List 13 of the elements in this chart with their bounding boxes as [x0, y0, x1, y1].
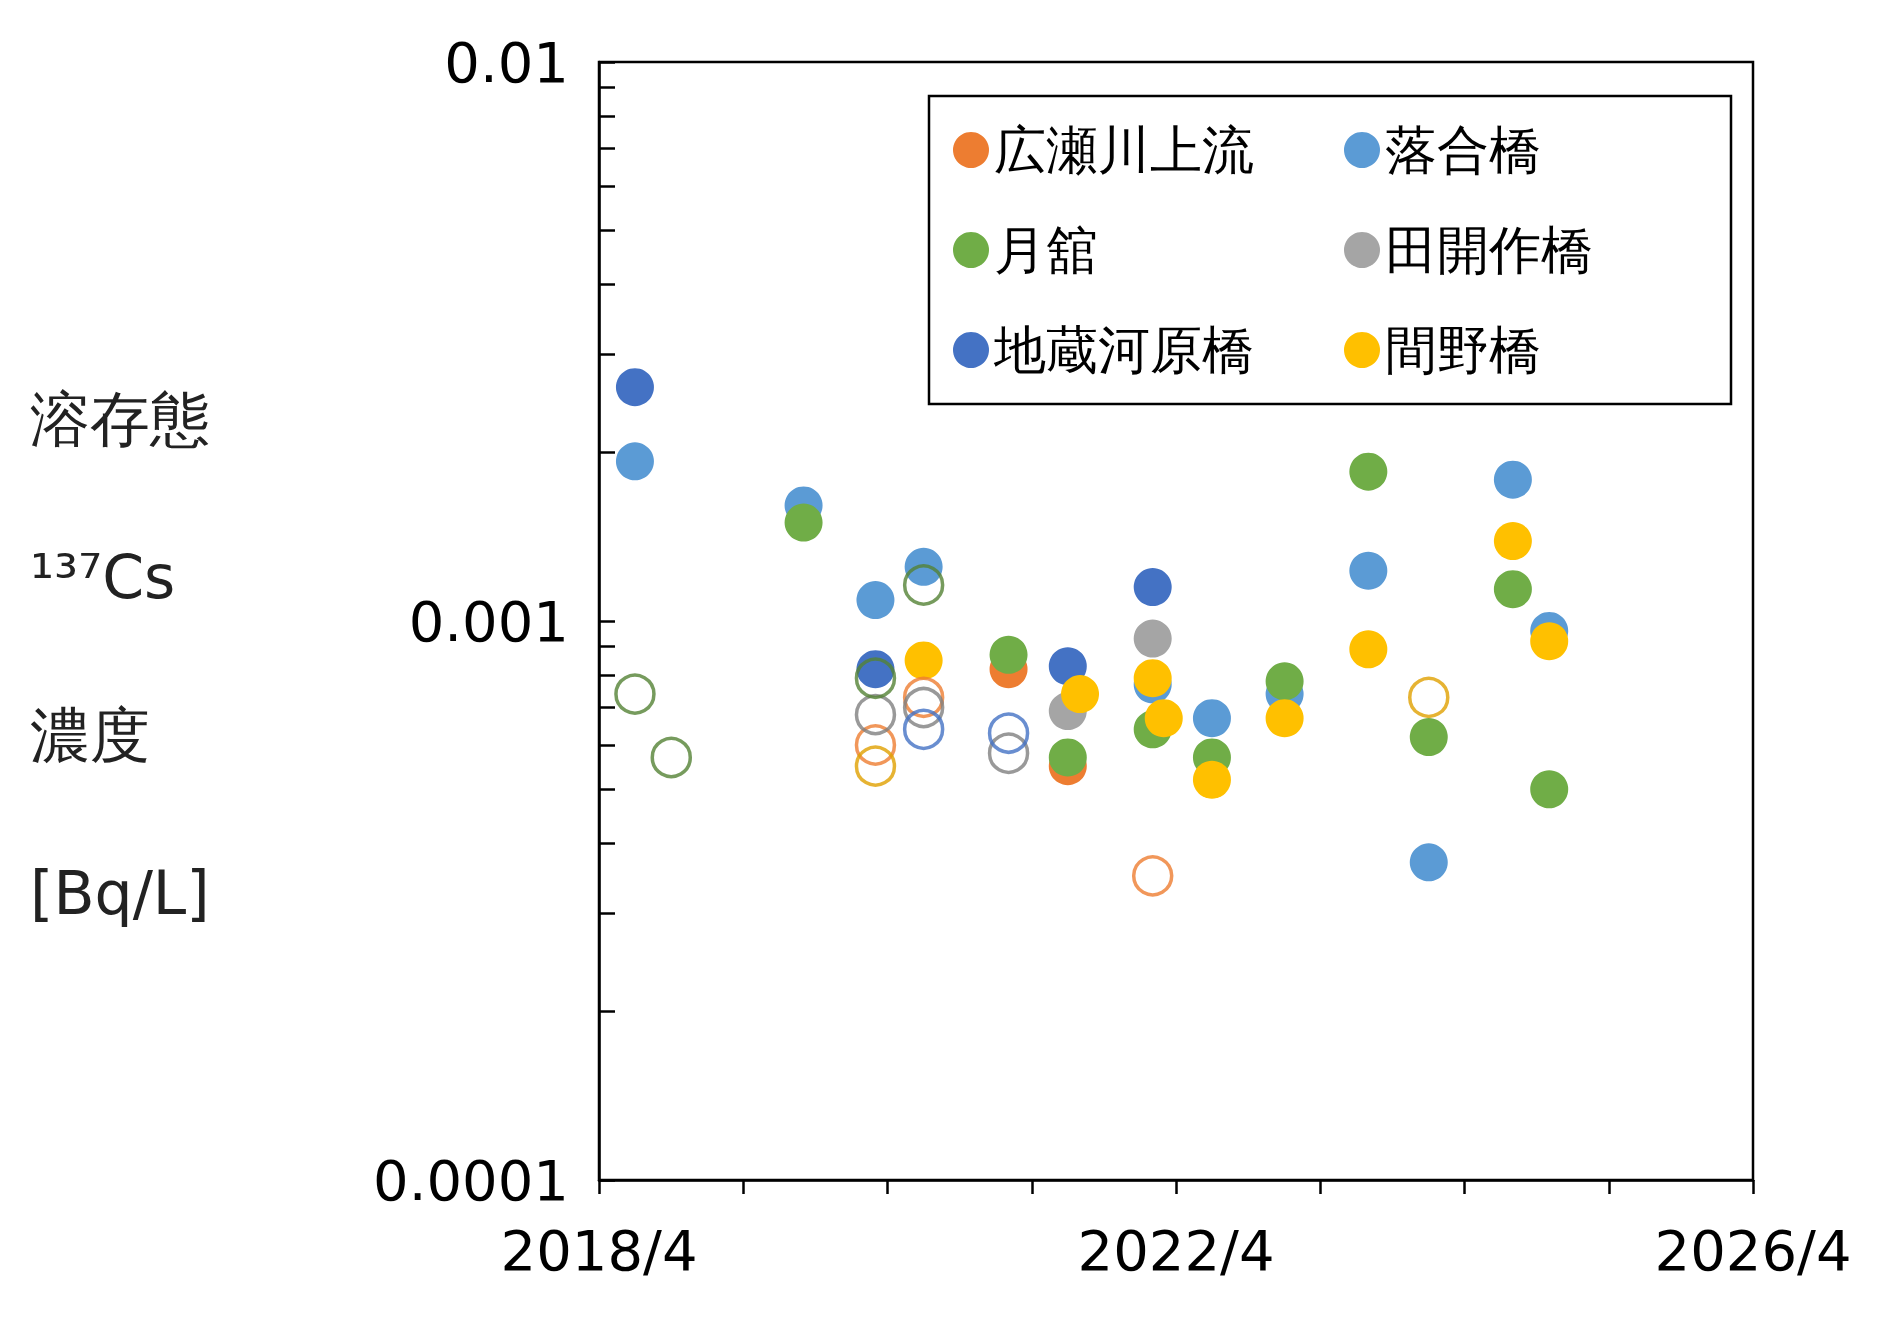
legend-label: 田開作橋: [1385, 220, 1593, 280]
legend-label: 月舘: [994, 220, 1098, 280]
y-tick-label: 0.001: [408, 588, 569, 654]
legend-label: 間野橋: [1385, 320, 1541, 380]
x-tick-label: 2018/4: [500, 1217, 698, 1283]
text: 溶存態 ¹³⁷Cs 濃度 [Bq/L]: [30, 384, 210, 928]
y-tick-label: 0.01: [444, 29, 569, 95]
legend-label: 地蔵河原橋: [993, 320, 1254, 380]
legend-label: 落合橋: [1385, 120, 1541, 180]
x-tick-label: 2026/4: [1654, 1217, 1852, 1283]
legend-label: 広瀬川上流: [994, 120, 1254, 180]
y-tick-label: 0.0001: [373, 1147, 569, 1213]
x-tick-label: 2022/4: [1077, 1217, 1275, 1283]
